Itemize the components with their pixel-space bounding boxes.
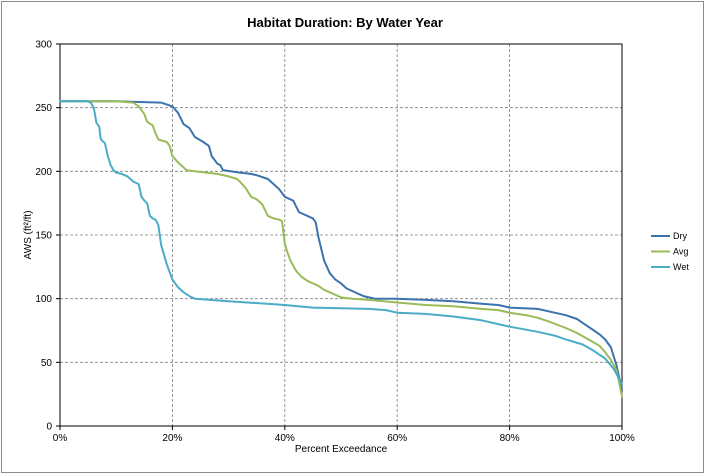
x-tick-label-1: 20% <box>162 433 182 444</box>
y-tick-label-2: 100 <box>35 294 52 305</box>
x-tick-label-4: 80% <box>500 433 520 444</box>
x-axis-ticks: 0% 20% 40% 60% 80% 100% <box>53 426 635 444</box>
grid <box>60 44 622 426</box>
x-tick-label-2: 40% <box>275 433 295 444</box>
y-axis-ticks: 0 50 100 150 200 250 300 <box>35 40 60 433</box>
legend-label-dry: Dry <box>673 231 687 241</box>
series-layer <box>59 100 623 398</box>
x-tick-label-5: 100% <box>609 433 635 444</box>
x-tick-label-3: 60% <box>387 433 407 444</box>
y-axis-title: AWS (ft²/ft) <box>23 210 34 259</box>
y-tick-label-1: 50 <box>41 358 53 369</box>
x-tick-label-0: 0% <box>53 433 68 444</box>
legend-label-wet: Wet <box>673 262 689 272</box>
y-tick-label-0: 0 <box>46 422 52 433</box>
series-line-dry <box>59 100 623 391</box>
y-tick-label-3: 150 <box>35 231 52 242</box>
legend: Dry Avg Wet <box>651 231 689 272</box>
y-tick-label-6: 300 <box>35 40 52 51</box>
series-line-avg <box>59 100 623 398</box>
legend-label-avg: Avg <box>673 247 688 257</box>
chart-title: Habitat Duration: By Water Year <box>247 15 443 30</box>
y-tick-label-5: 250 <box>35 103 52 114</box>
series-line-wet <box>59 100 623 385</box>
x-axis-title: Percent Exceedance <box>295 444 388 455</box>
y-tick-label-4: 200 <box>35 167 52 178</box>
